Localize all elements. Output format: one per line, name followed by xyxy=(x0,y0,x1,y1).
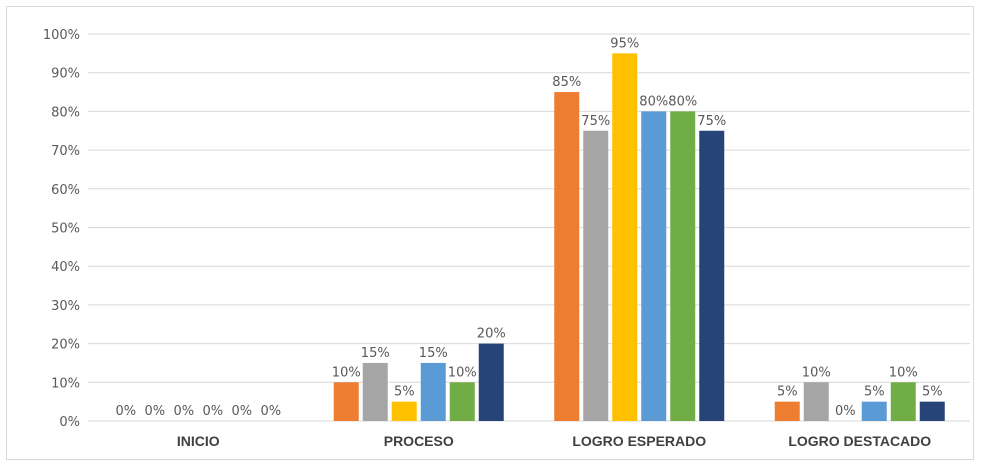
data-label: 85% xyxy=(552,75,581,90)
bars xyxy=(333,53,945,422)
data-label: 80% xyxy=(668,94,697,109)
category-label: LOGRO DESTACADO xyxy=(788,433,931,449)
y-tick-label: 50% xyxy=(51,222,80,237)
x-axis-categories: INICIO PROCESO LOGRO ESPERADO LOGRO DESTACA… xyxy=(177,433,931,449)
data-label: 0% xyxy=(202,404,223,419)
data-label: 10% xyxy=(889,365,918,380)
y-tick-label: 20% xyxy=(51,338,80,353)
bar xyxy=(449,382,475,421)
data-label: 0% xyxy=(231,404,252,419)
y-tick-label: 60% xyxy=(51,183,80,198)
data-label: 5% xyxy=(864,385,885,400)
data-label: 5% xyxy=(394,385,415,400)
data-label: 0% xyxy=(835,404,856,419)
bar xyxy=(641,111,667,422)
bar xyxy=(478,343,504,421)
data-label: 75% xyxy=(697,114,726,129)
data-label: 0% xyxy=(173,404,194,419)
gridlines xyxy=(88,33,970,422)
data-label: 10% xyxy=(448,365,477,380)
bar xyxy=(583,130,609,421)
bar xyxy=(919,401,945,421)
bar xyxy=(333,382,359,421)
data-label: 20% xyxy=(477,327,506,342)
bar xyxy=(803,382,829,421)
data-label: 95% xyxy=(610,36,639,51)
y-tick-label: 80% xyxy=(51,105,80,120)
y-tick-label: 10% xyxy=(51,376,80,391)
data-label: 0% xyxy=(260,404,281,419)
bar xyxy=(420,362,446,421)
y-tick-label: 30% xyxy=(51,299,80,314)
data-label: 10% xyxy=(802,365,831,380)
bar xyxy=(670,111,696,422)
bar xyxy=(890,382,916,421)
data-label: 0% xyxy=(115,404,136,419)
data-label: 15% xyxy=(361,346,390,361)
data-label: 10% xyxy=(332,365,361,380)
bar xyxy=(861,401,887,421)
bar xyxy=(391,401,417,421)
bar xyxy=(699,130,725,421)
bar xyxy=(554,92,580,422)
category-label: LOGRO ESPERADO xyxy=(572,433,706,449)
y-tick-label: 90% xyxy=(51,67,80,82)
data-label: 5% xyxy=(777,385,798,400)
y-tick-label: 70% xyxy=(51,144,80,159)
data-label: 75% xyxy=(581,114,610,129)
data-labels: 0% 0% 0% 0% 0% 0%10%15%5%15%10%20%85%75%95%80… xyxy=(115,36,942,419)
y-tick-label: 0% xyxy=(59,415,80,430)
bar xyxy=(774,401,800,421)
data-label: 80% xyxy=(639,94,668,109)
y-axis-ticks: 0% 10% 20% 30% 40% 50% 60% 70% 80% 90% 100% xyxy=(43,28,80,430)
data-label: 15% xyxy=(419,346,448,361)
bar xyxy=(362,362,388,421)
data-label: 5% xyxy=(922,385,943,400)
y-tick-label: 40% xyxy=(51,260,80,275)
category-label: INICIO xyxy=(177,433,220,449)
y-tick-label: 100% xyxy=(43,28,80,43)
category-label: PROCESO xyxy=(384,433,454,449)
data-label: 0% xyxy=(144,404,165,419)
bar xyxy=(612,53,638,421)
